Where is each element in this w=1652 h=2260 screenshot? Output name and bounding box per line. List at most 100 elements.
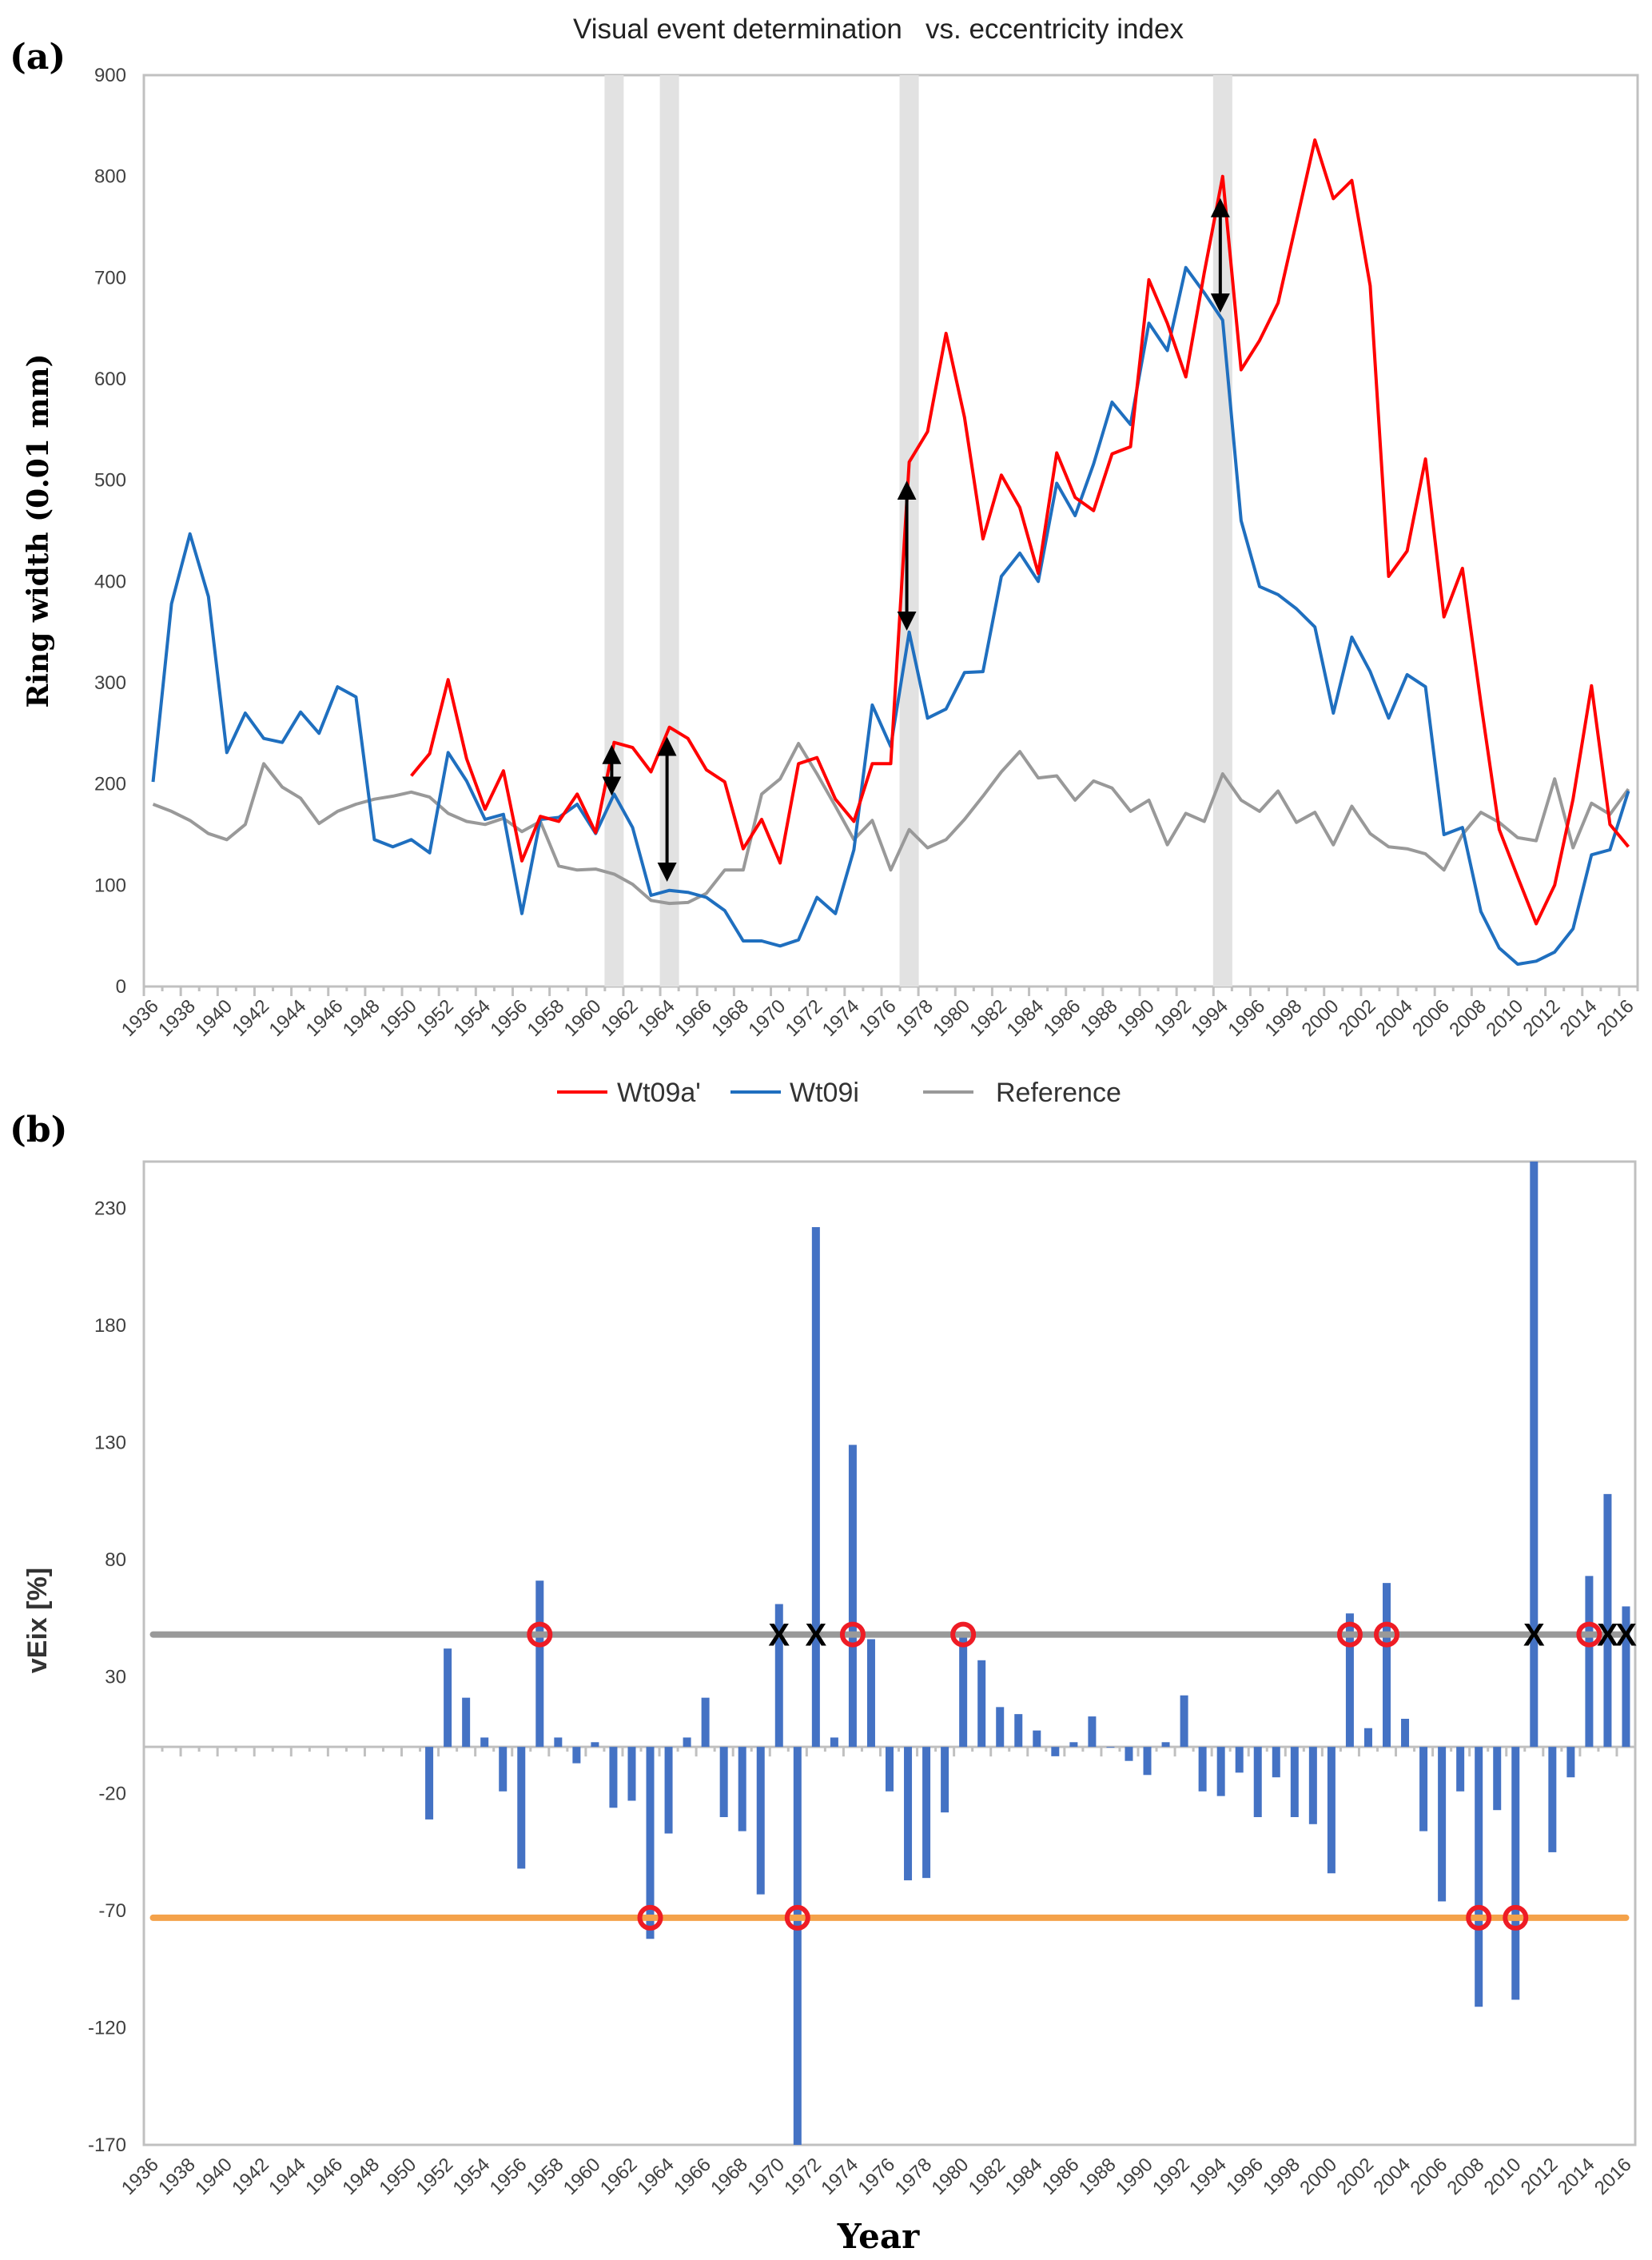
- x-tick-label: 1994: [1185, 2154, 1231, 2199]
- x-tick-label: 1952: [412, 995, 458, 1041]
- series-group: [151, 138, 1630, 967]
- x-tick-label: 1968: [707, 2154, 752, 2199]
- x-tick-label: 1972: [780, 2154, 826, 2199]
- bar: [848, 1445, 857, 1748]
- bar: [1345, 1613, 1354, 1748]
- highlight-band: [604, 75, 624, 987]
- bar: [1235, 1747, 1244, 1773]
- bar: [1069, 1742, 1078, 1748]
- x-tick-label: 1948: [338, 2154, 384, 2199]
- x-tick-label: 1956: [486, 2154, 531, 2199]
- x-tick-label: 2012: [1519, 995, 1565, 1041]
- x-tick-label: 1976: [854, 2154, 899, 2199]
- bar: [1419, 1747, 1428, 1832]
- legend-label-reference: Reference: [996, 1078, 1121, 1108]
- bar: [830, 1737, 838, 1748]
- bar: [1216, 1747, 1225, 1796]
- x-tick-label: 1986: [1040, 995, 1085, 1041]
- event-circle-marker: [839, 1621, 866, 1648]
- x-tick-label: 1976: [855, 995, 901, 1041]
- x-tick-label: 1966: [671, 995, 716, 1041]
- bar: [1493, 1747, 1502, 1811]
- x-tick-label: 2000: [1298, 995, 1343, 1041]
- y-tick-label: 400: [94, 571, 126, 592]
- bar: [1530, 1162, 1539, 1748]
- x-tick-label: 1960: [559, 2154, 605, 2199]
- y-tick-label: -170: [88, 2134, 126, 2156]
- bar: [1180, 1695, 1188, 1748]
- x-tick-label: 1942: [228, 2154, 273, 2199]
- bar: [1272, 1747, 1280, 1778]
- x-marker: X: [768, 1618, 790, 1653]
- event-circle-marker: [1374, 1621, 1399, 1648]
- y-tick-label: 180: [94, 1315, 126, 1337]
- chart-b-marks: -170-120-70-2030801301802301936193819401…: [88, 1162, 1637, 2199]
- x-tick-label: 1972: [782, 995, 827, 1041]
- plot-area-b: [142, 1160, 1637, 2146]
- x-tick-label: 1958: [523, 2154, 568, 2199]
- x-tick-label: 1938: [154, 995, 200, 1041]
- x-tick-label: 2016: [1590, 2154, 1636, 2199]
- y-tick-label: 30: [105, 1666, 126, 1688]
- x-tick-label: 1968: [707, 995, 753, 1041]
- y-tick-label: 900: [94, 65, 126, 86]
- bar: [1088, 1716, 1097, 1748]
- x-tick-label: 1982: [965, 995, 1011, 1041]
- series-line-wt09i: [151, 265, 1630, 967]
- event-circle-marker: [1503, 1904, 1529, 1931]
- bar: [1014, 1714, 1023, 1748]
- x-tick-label: 1970: [743, 2154, 789, 2199]
- bar: [1475, 1747, 1483, 2007]
- x-tick-label: 2008: [1443, 2154, 1489, 2199]
- y-tick-label: 500: [94, 470, 126, 492]
- x-tick-label: 1996: [1224, 995, 1269, 1041]
- x-tick-label: 1990: [1113, 995, 1159, 1041]
- bar: [811, 1227, 820, 1748]
- legend: Wt09a' Wt09i Reference: [557, 1078, 1121, 1108]
- x-tick-label: 2006: [1407, 2154, 1452, 2199]
- x-tick-label: 1980: [928, 2154, 973, 2199]
- bar: [1308, 1747, 1317, 1824]
- bar: [1566, 1747, 1575, 1778]
- bar: [1125, 1747, 1133, 1761]
- bar: [886, 1747, 894, 1792]
- bar: [1603, 1493, 1612, 1748]
- x-tick-label: 2012: [1517, 2154, 1562, 2199]
- x-tick-label: 1940: [191, 995, 237, 1041]
- panel-b-label: (b): [10, 1110, 67, 1150]
- x-tick-label: 1950: [376, 995, 421, 1041]
- bar: [1327, 1747, 1336, 1874]
- chart-a-ylabel: Ring width (0.01 mm): [22, 353, 55, 707]
- bar: [425, 1747, 434, 1820]
- y-tick-label: -20: [98, 1784, 126, 1805]
- bar: [774, 1604, 783, 1748]
- x-tick-label: 1952: [412, 2154, 458, 2199]
- y-tick-label: 80: [105, 1549, 126, 1571]
- x-tick-label: 2002: [1335, 995, 1380, 1041]
- x-tick-label: 1978: [890, 2154, 936, 2199]
- x-tick-label: 1970: [744, 995, 790, 1041]
- plot-area-a: [142, 74, 1639, 988]
- bar: [1051, 1747, 1060, 1756]
- event-circle-marker: [1466, 1904, 1492, 1931]
- y-tick-label: -120: [88, 2018, 126, 2039]
- bar: [1363, 1728, 1372, 1748]
- y-tick-label: -70: [98, 1900, 126, 1922]
- x-tick-label: 2006: [1408, 995, 1454, 1041]
- bar: [1106, 1747, 1115, 1748]
- x-tick-label: 2016: [1593, 995, 1638, 1041]
- bar: [738, 1747, 746, 1832]
- bar: [1290, 1747, 1299, 1817]
- bar: [904, 1747, 913, 1881]
- bar: [1438, 1747, 1447, 1902]
- bar: [922, 1747, 931, 1879]
- x-tick-label: 1964: [633, 2154, 679, 2199]
- y-tick-label: 800: [94, 166, 126, 188]
- bar: [499, 1747, 508, 1792]
- bar: [1548, 1747, 1557, 1852]
- x-tick-label: 1960: [560, 995, 606, 1041]
- event-circle-marker: [637, 1904, 663, 1931]
- x-tick-label: 1946: [301, 2154, 347, 2199]
- y-tick-label: 600: [94, 369, 126, 390]
- x-marker: X: [806, 1618, 827, 1653]
